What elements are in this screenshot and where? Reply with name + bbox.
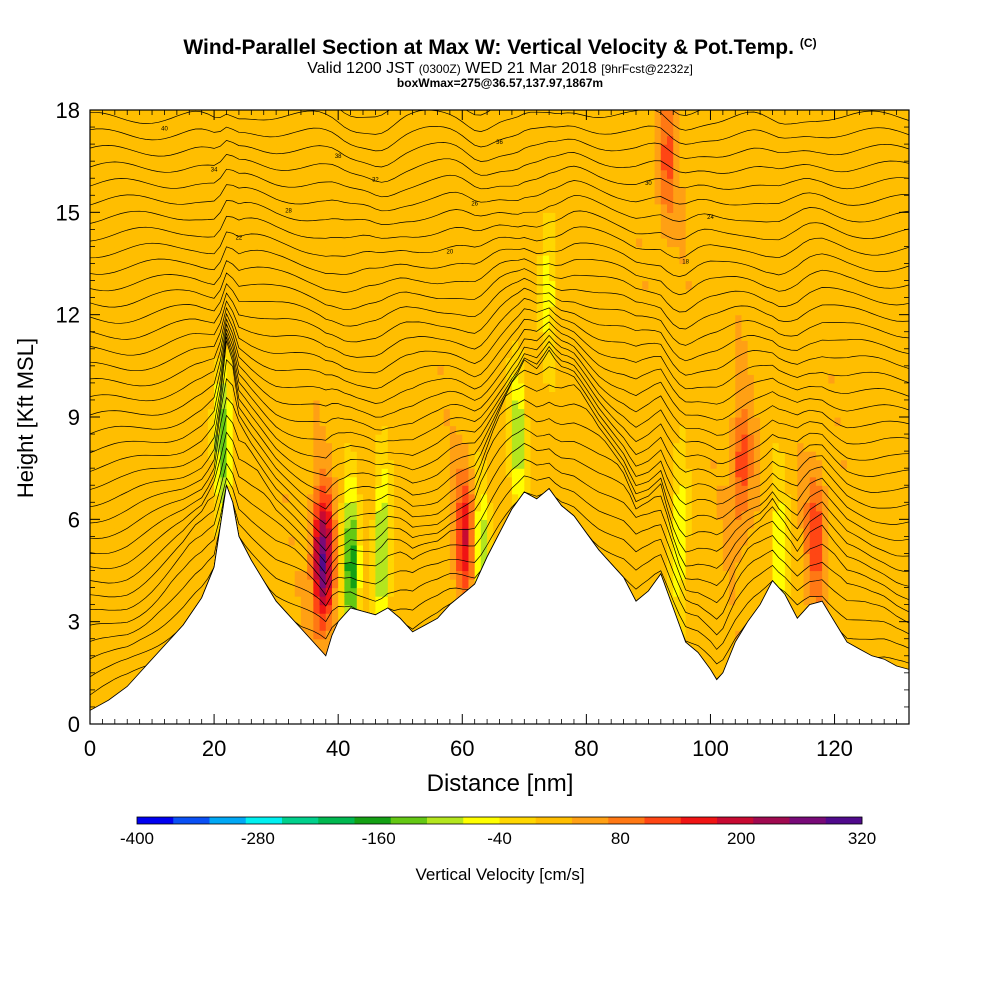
colorbar-swatch bbox=[209, 817, 247, 824]
x-tick-label: 80 bbox=[574, 736, 598, 761]
chart-subtitle-2: boxWmax=275@36.57,137.97,1867m bbox=[396, 76, 604, 90]
contour-label: 36 bbox=[496, 140, 503, 146]
x-axis-label: Distance [nm] bbox=[427, 770, 574, 797]
colorbar-swatch bbox=[753, 817, 790, 824]
subtitle-fcst: [9hrFcst@2232z] bbox=[601, 62, 693, 76]
contour-label: 28 bbox=[285, 208, 292, 214]
colorbar-swatch bbox=[318, 817, 355, 824]
y-tick-label: 6 bbox=[68, 507, 80, 532]
contour-label: 38 bbox=[335, 154, 342, 160]
colorbar-tick-label: 320 bbox=[848, 829, 876, 848]
subtitle-utc: (0300Z) bbox=[418, 62, 461, 76]
x-tick-label: 100 bbox=[692, 736, 729, 761]
subtitle-date: WED 21 Mar 2018 bbox=[465, 60, 597, 77]
colorbar-swatch bbox=[282, 817, 319, 824]
chart-title-text: Wind-Parallel Section at Max W: Vertical… bbox=[183, 36, 794, 59]
y-tick-label: 3 bbox=[68, 610, 80, 635]
colorbar-swatch bbox=[245, 817, 283, 824]
chart-title: Wind-Parallel Section at Max W: Vertical… bbox=[0, 36, 1000, 60]
colorbar-tick-label: 200 bbox=[727, 829, 755, 848]
chart-subtitle: Valid 1200 JST (0300Z) WED 21 Mar 2018 [… bbox=[0, 60, 1000, 78]
x-tick-label: 120 bbox=[816, 736, 853, 761]
colorbar-swatch bbox=[608, 817, 645, 824]
colorbar-tick-label: -400 bbox=[120, 829, 154, 848]
colorbar-tick-label: -160 bbox=[362, 829, 396, 848]
colorbar-swatch bbox=[717, 817, 754, 824]
colorbar-swatch bbox=[463, 817, 500, 824]
colorbar-swatch bbox=[572, 817, 609, 824]
colorbar-label: Vertical Velocity [cm/s] bbox=[415, 865, 584, 884]
y-tick-label: 12 bbox=[56, 303, 80, 328]
y-tick-label: 9 bbox=[68, 405, 80, 430]
pot-temp-contour-labels: 40 38 36 34 32 30 28 26 24 22 20 18 bbox=[161, 126, 714, 265]
colorbar: -400 -280 -160 -40 80 200 320 bbox=[120, 816, 876, 848]
y-tick-label: 15 bbox=[56, 200, 80, 225]
colorbar-tick-label: 80 bbox=[611, 829, 630, 848]
colorbar-swatch bbox=[789, 817, 827, 824]
y-axis-label: Height [Kft MSL] bbox=[13, 338, 38, 498]
y-tick-label: 18 bbox=[56, 98, 80, 123]
x-tick-label: 60 bbox=[450, 736, 474, 761]
colorbar-swatch bbox=[535, 817, 573, 824]
subtitle-valid: Valid 1200 JST bbox=[307, 60, 415, 77]
colorbar-swatch bbox=[137, 817, 174, 824]
contour-label: 20 bbox=[447, 249, 454, 255]
chart-title-mark: (C) bbox=[799, 36, 817, 50]
contour-label: 32 bbox=[372, 178, 379, 184]
x-tick-label: 0 bbox=[84, 736, 96, 761]
colorbar-swatch bbox=[825, 817, 863, 824]
colorbar-swatch bbox=[499, 817, 537, 824]
colorbar-swatch bbox=[644, 817, 682, 824]
contour-label: 22 bbox=[236, 236, 243, 242]
contour-label: 24 bbox=[707, 215, 714, 221]
colorbar-swatch bbox=[680, 817, 718, 824]
terrain-mask bbox=[90, 485, 909, 724]
contour-label: 40 bbox=[161, 126, 168, 132]
colorbar-swatch bbox=[427, 817, 464, 824]
colorbar-frame bbox=[136, 816, 863, 825]
colorbar-swatch bbox=[390, 817, 428, 824]
contour-label: 18 bbox=[682, 260, 689, 266]
colorbar-swatch bbox=[173, 817, 210, 824]
x-tick-label: 20 bbox=[202, 736, 226, 761]
x-tick-label: 40 bbox=[326, 736, 350, 761]
contour-label: 34 bbox=[211, 167, 218, 173]
colorbar-tick-label: -40 bbox=[487, 829, 512, 848]
colorbar-tick-label: -280 bbox=[241, 829, 275, 848]
colorbar-swatch bbox=[354, 817, 392, 824]
contour-label: 30 bbox=[645, 181, 652, 187]
contour-label: 26 bbox=[471, 202, 478, 208]
y-tick-label: 0 bbox=[68, 712, 80, 737]
